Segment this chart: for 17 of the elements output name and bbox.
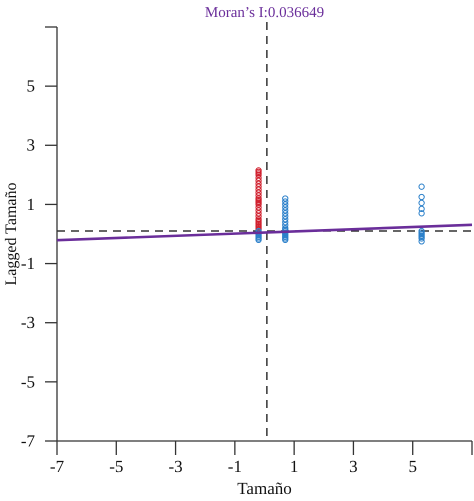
x-tick-label: -3 bbox=[168, 457, 183, 476]
y-tick-label: 5 bbox=[26, 76, 35, 96]
y-tick-label: 3 bbox=[26, 136, 35, 155]
x-tick-label: 5 bbox=[408, 457, 417, 476]
y-axis-title: Lagged Tamaño bbox=[3, 182, 20, 286]
y-tick-label: -1 bbox=[20, 254, 35, 274]
x-tick-label: -1 bbox=[228, 457, 242, 476]
x-tick-label: 3 bbox=[349, 457, 358, 476]
x-tick-label: -5 bbox=[109, 457, 124, 476]
y-tick-label: -5 bbox=[20, 372, 35, 392]
x-axis-title: Tamaño bbox=[237, 479, 292, 498]
y-tick-label: -3 bbox=[20, 313, 35, 332]
y-tick-label: -7 bbox=[20, 431, 36, 450]
x-tick-label: -7 bbox=[50, 457, 65, 476]
x-tick-label: 1 bbox=[290, 457, 298, 476]
y-tick-label: 1 bbox=[26, 194, 35, 214]
chart-title: Moran’s I:0.036649 bbox=[204, 5, 324, 21]
